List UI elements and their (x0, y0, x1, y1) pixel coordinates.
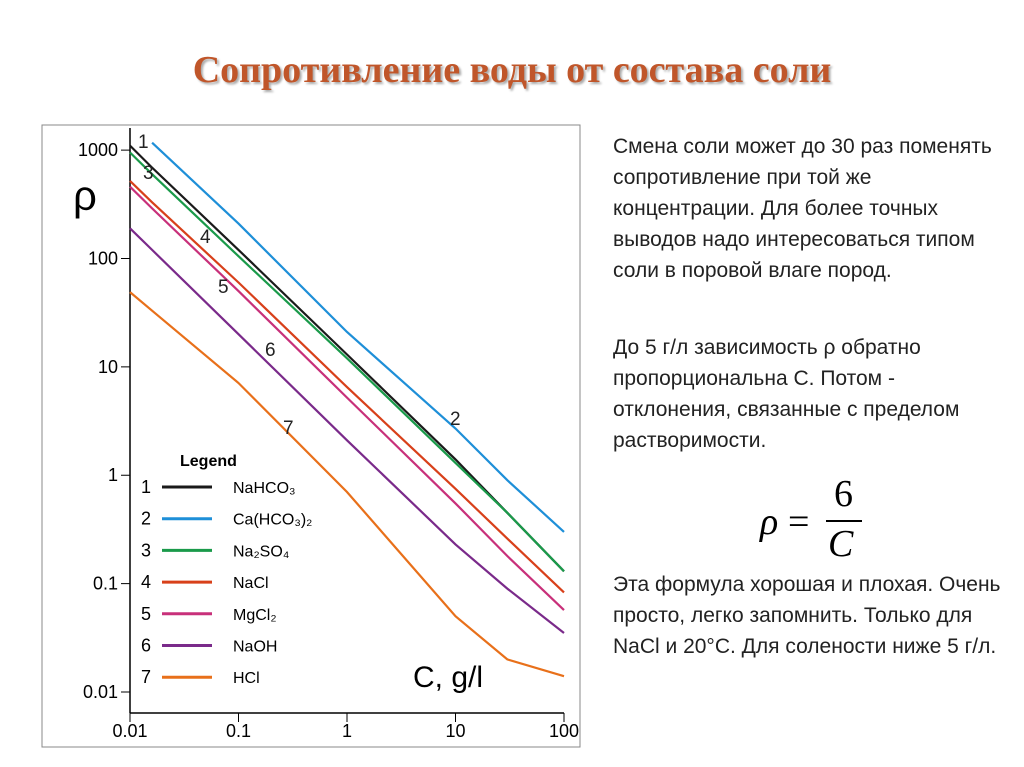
chart-frame (41, 124, 581, 748)
legend-label: MgCl₂ (233, 607, 277, 624)
legend-number: 7 (141, 667, 151, 687)
legend-label: NaHCO₃ (233, 480, 296, 497)
x-axis-label: C, g/l (413, 661, 483, 694)
formula-lhs: ρ (760, 501, 779, 543)
fraction-bar (826, 520, 862, 522)
series-line (129, 227, 565, 634)
series-label: 1 (138, 132, 149, 153)
paragraph: Смена соли может до 30 раз поменять сопр… (613, 135, 992, 282)
series-label: 3 (143, 163, 154, 184)
legend-label: HCl (233, 670, 260, 687)
y-tick-label: 100 (88, 248, 118, 268)
series-label: 6 (265, 340, 276, 361)
slide-title: Сопротивление воды от состава соли (192, 49, 832, 91)
legend-label: NaOH (233, 639, 277, 656)
formula-operator: = (788, 501, 810, 543)
legend-title: Legend (180, 453, 237, 470)
x-tick-label: 1 (342, 721, 352, 741)
paragraph: Эта формула хорошая и плохая. Очень прос… (613, 573, 1001, 658)
chart: ρ C, g/l Legend 0.01 0.1 1 10 100 1000 0.01 0.1… (41, 124, 581, 748)
legend-label: Ca(HCO₃)₂ (233, 512, 312, 529)
legend-number: 3 (141, 540, 151, 560)
y-tick-label: 1000 (78, 140, 118, 160)
series-label: 5 (218, 277, 229, 298)
x-tick-label: 0.01 (112, 721, 147, 741)
x-tick-label: 100 (549, 721, 579, 741)
series-line (129, 180, 565, 594)
y-tick-label: 10 (98, 357, 118, 377)
series-label: 2 (450, 409, 461, 430)
formula-numerator: 6 (834, 473, 853, 515)
series-line (129, 291, 565, 678)
y-tick-label: 0.1 (93, 574, 118, 594)
x-tick-label: 10 (445, 721, 465, 741)
legend-number: 5 (141, 604, 151, 624)
formula: ρ = 6 C (760, 470, 870, 570)
formula-denominator: C (828, 523, 854, 565)
x-tick-label: 0.1 (226, 721, 251, 741)
legend-label: Na₂SO₄ (233, 543, 289, 560)
paragraph: До 5 г/л зависимость ρ обратно пропорцио… (613, 336, 960, 452)
legend-number: 4 (141, 572, 151, 592)
series-line (151, 141, 565, 533)
series-label: 7 (283, 418, 294, 439)
y-axis-label: ρ (73, 172, 97, 219)
legend-label: NaCl (233, 575, 269, 592)
legend-number: 1 (141, 477, 151, 497)
legend-number: 6 (141, 636, 151, 656)
series-line (129, 185, 565, 611)
series-label: 4 (200, 227, 211, 248)
y-tick-label: 1 (108, 465, 118, 485)
legend-number: 2 (141, 509, 151, 529)
y-tick-label: 0.01 (83, 682, 118, 702)
series-line (129, 151, 565, 573)
